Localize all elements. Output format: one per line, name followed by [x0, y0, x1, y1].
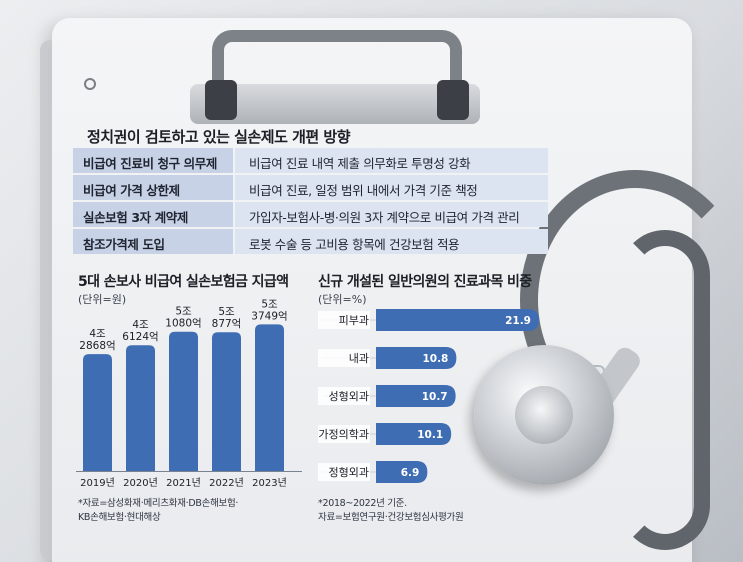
reform-key: 비급여 진료비 청구 의무제 [73, 148, 233, 173]
category-label-backdrop [318, 349, 370, 367]
reform-table: 비급여 진료비 청구 의무제 비급여 진료 내역 제출 의무화로 투명성 강화 … [73, 148, 548, 256]
reform-value: 비급여 진료, 일정 범위 내에서 가격 기준 책정 [235, 175, 548, 200]
category-label: 피부과 [339, 314, 369, 327]
bar-value-label: 2868억 [79, 340, 115, 352]
x-tick-label: 2020년 [123, 477, 158, 489]
bar-value-label: 6.9 [401, 467, 420, 479]
bar-value-label: 4조 [89, 328, 106, 340]
bar [376, 423, 452, 445]
reform-row: 참조가격제 도입 로봇 수술 등 고비용 항목에 건강보험 적용 [73, 229, 548, 254]
reform-value: 가입자-보험사-병·의원 3자 계약으로 비급여 가격 관리 [235, 202, 548, 227]
bar-value-label: 10.7 [422, 391, 448, 403]
reform-value: 비급여 진료 내역 제출 의무화로 투명성 강화 [235, 148, 548, 173]
bar [212, 332, 241, 471]
right-chart-note-line: *2018~2022년 기준. [318, 498, 407, 509]
reform-value: 로봇 수술 등 고비용 항목에 건강보험 적용 [235, 229, 548, 254]
bar-value-label: 3749억 [251, 310, 287, 322]
clipboard-rivet [84, 78, 96, 90]
category-label-backdrop [318, 311, 370, 329]
stethoscope-tube-lower [620, 230, 710, 550]
category-label-backdrop [318, 425, 370, 443]
bar [376, 461, 428, 483]
category-label: 가정의학과 [318, 428, 369, 441]
clip-post-left [205, 80, 237, 120]
bar [83, 354, 112, 471]
category-label-backdrop [318, 387, 370, 405]
bar [126, 345, 155, 471]
right-chart-title: 신규 개설된 일반의원의 진료과목 비중 [318, 274, 532, 290]
bar-value-label: 5조 [261, 298, 278, 310]
right-chart: 피부과 21.9 내과 10.8 성형외과 10.7 가정의학과 10.1 정형외과 6.9 [318, 309, 539, 483]
bar-value-label: 6124억 [122, 331, 158, 343]
right-chart-note: *2018~2022년 기준. 자료=보험연구원·건강보험심사평가원 [318, 497, 464, 525]
bar-value-label: 10.8 [422, 353, 448, 365]
reform-row: 비급여 가격 상한제 비급여 진료, 일정 범위 내에서 가격 기준 책정 [73, 175, 548, 200]
bar [169, 331, 198, 471]
left-chart-unit: (단위=원) [78, 293, 127, 306]
category-label: 성형외과 [329, 390, 369, 403]
bar-value-label: 4조 [132, 319, 149, 331]
left-chart-note-line: KB손해보험·현대해상 [78, 512, 161, 523]
left-chart: 4조2868억2019년4조6124억2020년5조1080억2021년5조87… [76, 298, 302, 489]
clip-base [190, 84, 480, 124]
left-chart-title: 5대 손보사 비급여 실손보험금 지급액 [78, 274, 289, 290]
bar-value-label: 5조 [175, 306, 192, 318]
right-chart-unit: (단위=%) [318, 293, 367, 306]
bar-value-label: 10.1 [417, 429, 443, 441]
category-label: 내과 [349, 352, 369, 365]
x-tick-label: 2023년 [252, 477, 287, 489]
bar [255, 324, 284, 471]
x-tick-label: 2021년 [166, 477, 201, 489]
x-tick-label: 2019년 [80, 477, 115, 489]
reform-title: 정치권이 검토하고 있는 실손제도 개편 방향 [87, 128, 351, 146]
reform-row: 실손보험 3자 계약제 가입자-보험사-병·의원 3자 계약으로 비급여 가격 … [73, 202, 548, 227]
reform-key: 참조가격제 도입 [73, 229, 233, 254]
reform-row: 비급여 진료비 청구 의무제 비급여 진료 내역 제출 의무화로 투명성 강화 [73, 148, 548, 173]
x-tick-label: 2022년 [209, 477, 244, 489]
stethoscope-diaphragm [515, 386, 573, 444]
left-chart-note: *자료=삼성화재·메리츠화재·DB손해보험· KB손해보험·현대해상 [78, 497, 238, 525]
bar [376, 347, 457, 369]
clip-post-right [437, 80, 469, 120]
bar-value-label: 1080억 [165, 318, 201, 330]
left-chart-note-line: *자료=삼성화재·메리츠화재·DB손해보험· [78, 498, 239, 509]
bar [376, 385, 456, 407]
bar-value-label: 21.9 [505, 315, 531, 327]
category-label: 정형외과 [329, 466, 369, 479]
category-label-backdrop [318, 463, 370, 481]
right-chart-note-line: 자료=보험연구원·건강보험심사평가원 [318, 512, 464, 523]
bar-value-label: 5조 [218, 306, 235, 318]
bar [376, 309, 539, 331]
reform-key: 비급여 가격 상한제 [73, 175, 233, 200]
bar-value-label: 877억 [212, 318, 242, 330]
reform-key: 실손보험 3자 계약제 [73, 202, 233, 227]
